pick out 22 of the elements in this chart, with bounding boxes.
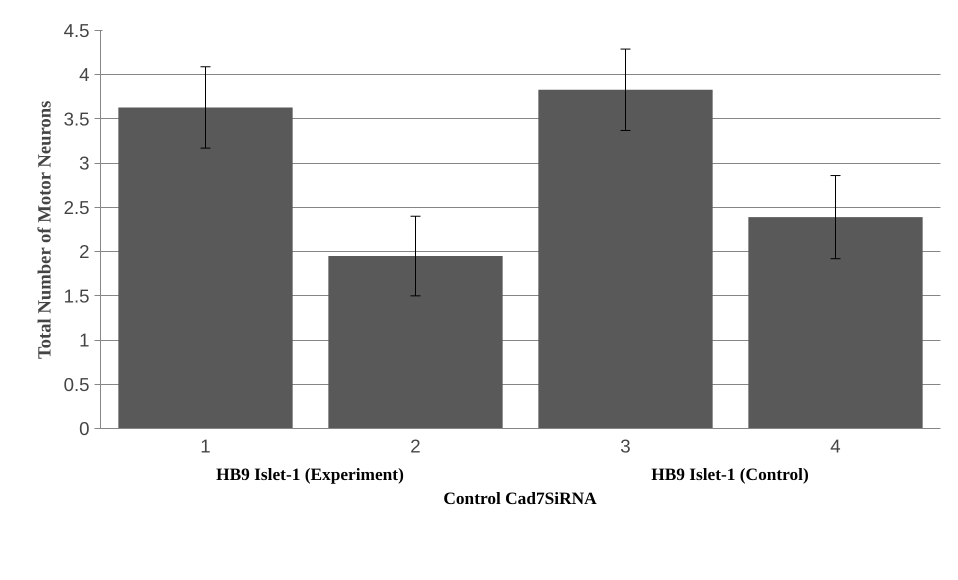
x-tick-label: 3 [620, 436, 631, 456]
bar [538, 90, 713, 428]
x-tick-label: 2 [410, 436, 421, 456]
y-tick-label: 1 [79, 330, 90, 351]
y-axis-title: Total Number of Motor Neurons [34, 100, 56, 360]
text: HB9 Islet-1 (Control) [651, 464, 809, 486]
x-tick-label: 4 [830, 436, 841, 456]
y-tick-label: 4.5 [64, 20, 90, 41]
y-tick-label: 2.5 [64, 196, 90, 218]
y-tick-label: 1.5 [64, 285, 90, 306]
bar [328, 256, 503, 428]
bar [748, 217, 923, 428]
y-tick-label: 3.5 [64, 108, 90, 130]
x-tick-label: 1 [200, 436, 211, 456]
y-tick-label: 2 [79, 241, 90, 262]
y-tick-label: 0.5 [64, 374, 90, 395]
y-tick-label: 3 [79, 152, 90, 174]
text: Control Cad7SiRNA [443, 488, 597, 510]
y-tick-label: 4 [79, 64, 90, 86]
bar [118, 107, 293, 428]
y-tick-label: 0 [79, 418, 90, 439]
text: HB9 Islet-1 (Experiment) [216, 464, 404, 486]
